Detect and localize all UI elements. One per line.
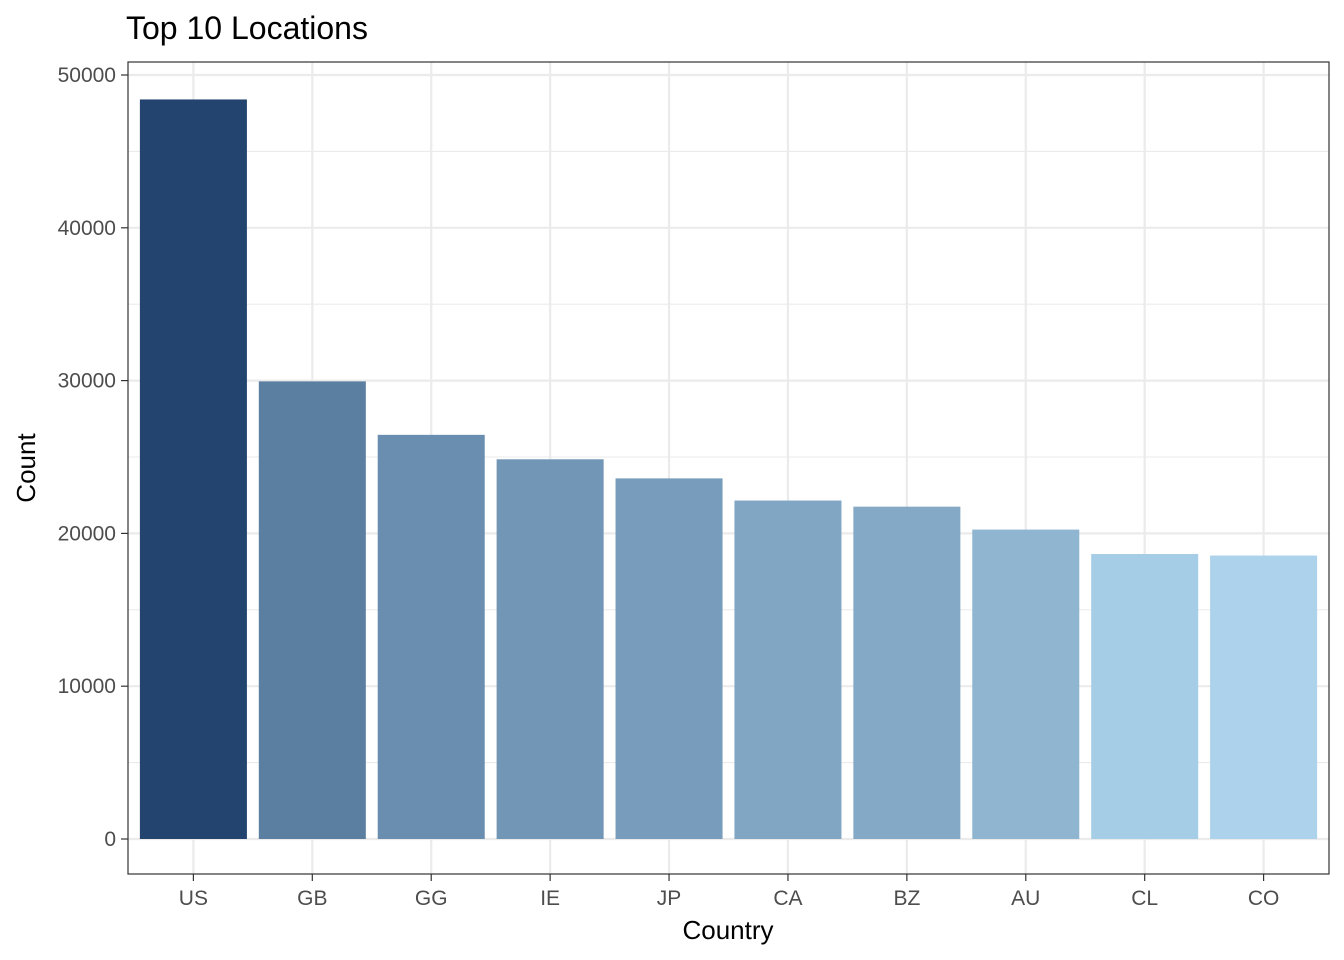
y-tick-label: 20000 (58, 522, 116, 545)
panel-border (127, 61, 1330, 875)
y-tick-label: 30000 (58, 370, 116, 393)
bars (139, 99, 1318, 839)
x-tick-label-co: CO (1248, 887, 1280, 910)
y-tick-label: 10000 (58, 675, 116, 698)
x-tick-label-gb: GB (297, 887, 327, 910)
y-axis-title: Count (11, 433, 41, 503)
x-tick-label-ca: CA (773, 887, 802, 910)
x-axis-title: Country (682, 915, 773, 945)
bar-ie (496, 459, 604, 839)
x-tick-label-us: US (179, 887, 208, 910)
bar-ca (734, 500, 842, 839)
x-tick-label-au: AU (1011, 887, 1040, 910)
y-axis: 0 10000 20000 30000 40000 50000 (58, 64, 128, 851)
x-tick-label-ie: IE (540, 887, 560, 910)
bar-us (139, 99, 247, 839)
x-tick-label-gg: GG (415, 887, 448, 910)
bar-jp (615, 478, 723, 839)
bar-cl (1091, 554, 1199, 839)
x-tick-label-cl: CL (1131, 887, 1158, 910)
x-tick-label-bz: BZ (893, 887, 920, 910)
y-tick-label: 0 (104, 828, 116, 851)
bar-gb (258, 381, 366, 839)
bar-co (1210, 555, 1318, 839)
bar-au (972, 529, 1080, 839)
bar-bz (853, 506, 961, 839)
y-tick-label: 40000 (58, 217, 116, 240)
y-tick-label: 50000 (58, 64, 116, 87)
x-axis: US GB GG IE JP CA BZ AU CL CO (179, 874, 1280, 910)
chart-title: Top 10 Locations (126, 10, 368, 46)
bar-gg (377, 434, 485, 839)
x-tick-label-jp: JP (657, 887, 682, 910)
